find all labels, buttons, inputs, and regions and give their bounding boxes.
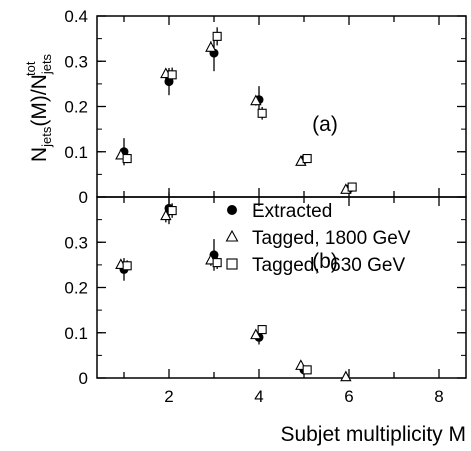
y-tick-label: 0.1 (64, 143, 88, 162)
y-tick-label: 0.4 (64, 7, 88, 26)
legend-marker-extracted (227, 205, 237, 215)
tagged-630-point (302, 365, 312, 375)
y-tick-label: 0.1 (64, 324, 88, 343)
tagged-630-point (212, 31, 222, 41)
legend-marker-tagged-1800 (225, 229, 239, 242)
tagged-630-point (257, 325, 267, 335)
tagged-630-point (122, 261, 132, 271)
legend-label: Tagged, 1800 GeV (252, 228, 411, 249)
tagged-630-point (302, 153, 312, 164)
tagged-630-point (167, 70, 177, 80)
y-tick-label: 0.3 (64, 52, 88, 71)
x-tick-label: 8 (434, 387, 443, 406)
panel-label: (b) (312, 250, 338, 273)
axes-layer (96, 15, 467, 379)
y-tick-label: 0 (79, 188, 88, 207)
tagged-1800-point (205, 41, 217, 52)
y-tick-label: 0.2 (64, 98, 88, 117)
y-axis-title: Njets(M)/Njetstot (23, 53, 54, 162)
x-axis-title: Subjet multiplicity M (280, 423, 466, 446)
legend-label: Tagged, 630 GeV (252, 255, 405, 276)
tagged-630-point (212, 258, 222, 268)
legend-label: Extracted (252, 201, 332, 222)
y-tick-label: 0.2 (64, 279, 88, 298)
tagged-630-point (257, 108, 267, 118)
tagged-630-point (347, 182, 357, 192)
x-tick-label: 4 (254, 387, 263, 406)
y-tick-label: 0 (79, 369, 88, 388)
panel-frame (96, 15, 467, 198)
tagged-1800-point (340, 370, 352, 382)
legend-marker-tagged-630 (226, 258, 238, 270)
text-layer: 0 0.1 0.2 0.3 0.4 (a) 0 0.1 0.2 0.3 2 4 6 8 (b) Extract… (23, 7, 466, 446)
panel-frame (96, 196, 467, 379)
y-tick-label: 0.3 (64, 233, 88, 252)
tagged-1800-point (250, 94, 262, 106)
tagged-630-point (122, 153, 132, 164)
marks-layer (115, 27, 357, 382)
x-tick-label: 2 (164, 387, 173, 406)
x-tick-label: 6 (344, 387, 353, 406)
tagged-630-point (167, 206, 177, 216)
panel-label: (a) (312, 113, 338, 136)
